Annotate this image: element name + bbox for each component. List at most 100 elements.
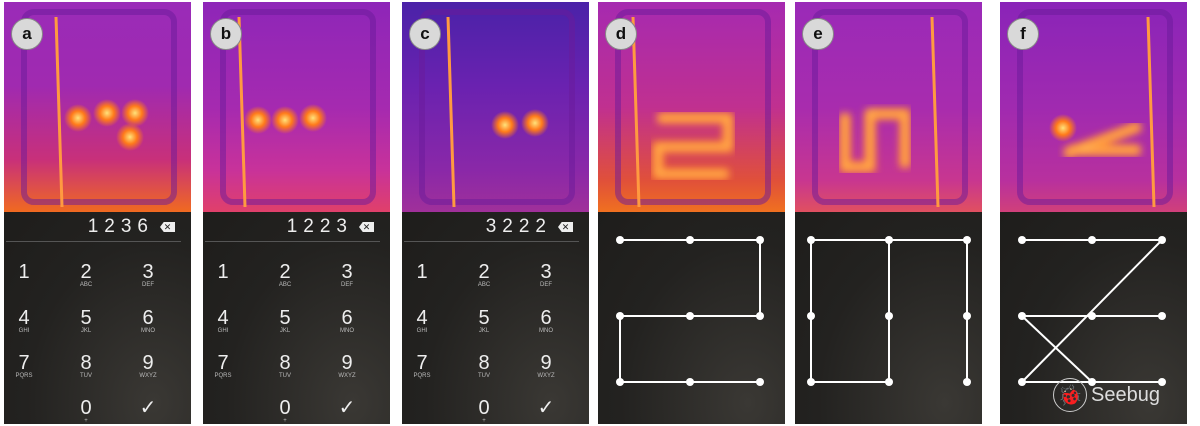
divider (205, 241, 380, 242)
pattern-stroke (1021, 239, 1163, 383)
key-9[interactable]: 9 WXYZ (139, 352, 157, 379)
pattern-dot-1[interactable] (807, 236, 815, 244)
pattern-dot-7[interactable] (1018, 378, 1026, 386)
pattern-dot-4[interactable] (1018, 312, 1026, 320)
edge-streak (446, 16, 456, 208)
pattern-dot-8[interactable] (1088, 378, 1096, 386)
pattern-dot-3[interactable] (963, 236, 971, 244)
heat-blob (1049, 114, 1077, 142)
key-5[interactable]: 5 JKL (80, 307, 92, 334)
key-4[interactable]: 4 GHI (18, 307, 30, 334)
key-8[interactable]: 8 TUV (80, 352, 92, 379)
heat-blob (121, 99, 149, 127)
checkmark-icon[interactable]: ✓ (139, 397, 157, 419)
checkmark-icon[interactable]: ✓ (338, 397, 356, 419)
pattern-dot-4[interactable] (616, 312, 624, 320)
phone-outline (812, 9, 968, 205)
pin-entry: 1223 (286, 216, 353, 237)
pin-keypad: 1236 ✕ 1 2 ABC 3 DEF 4 GHI 5 JKL 6 MNO 7 PQRS … (4, 212, 191, 424)
panel-label: e (802, 18, 834, 50)
pattern-dot-3[interactable] (1158, 236, 1166, 244)
backspace-icon[interactable]: ✕ (359, 222, 374, 232)
divider (6, 241, 181, 242)
pin-entry: 3222 (485, 216, 552, 237)
heat-blob (299, 104, 327, 132)
pattern-dot-4[interactable] (807, 312, 815, 320)
pattern-lock (795, 212, 982, 424)
key-1[interactable]: 1 (217, 261, 229, 283)
key-3[interactable]: 3 DEF (540, 261, 552, 288)
panel-label: d (605, 18, 637, 50)
key-7[interactable]: 7 PQRS (214, 352, 232, 379)
key-2[interactable]: 2 ABC (477, 261, 491, 288)
panel-d: d (598, 2, 785, 424)
key-0[interactable]: 0 + (80, 397, 92, 424)
key-2[interactable]: 2 ABC (79, 261, 93, 288)
phone-outline (21, 9, 177, 205)
panel-e: e (795, 2, 982, 424)
pin-entry: 1236 (87, 216, 154, 237)
pattern-dot-6[interactable] (963, 312, 971, 320)
key-7[interactable]: 7 PQRS (413, 352, 431, 379)
heat-blob (521, 109, 549, 137)
pattern-dot-5[interactable] (1088, 312, 1096, 320)
key-4[interactable]: 4 GHI (416, 307, 428, 334)
pattern-lock (598, 212, 785, 424)
key-6[interactable]: 6 MNO (539, 307, 553, 334)
heat-blob (244, 106, 272, 134)
key-2[interactable]: 2 ABC (278, 261, 292, 288)
key-3[interactable]: 3 DEF (341, 261, 353, 288)
key-1[interactable]: 1 (416, 261, 428, 283)
heat-blob (491, 111, 519, 139)
phone-outline (220, 9, 376, 205)
edge-streak (1146, 16, 1156, 208)
bug-logo-icon: 🐞 (1053, 378, 1087, 412)
checkmark-icon[interactable]: ✓ (537, 397, 555, 419)
pattern-dot-6[interactable] (1158, 312, 1166, 320)
pattern-stroke (1021, 315, 1093, 383)
pattern-dot-1[interactable] (616, 236, 624, 244)
key-0[interactable]: 0 + (279, 397, 291, 424)
pattern-dot-9[interactable] (963, 378, 971, 386)
heat-blob (116, 123, 144, 151)
pattern-dot-5[interactable] (885, 312, 893, 320)
key-6[interactable]: 6 MNO (141, 307, 155, 334)
pattern-dot-8[interactable] (686, 378, 694, 386)
key-1[interactable]: 1 (18, 261, 30, 283)
pattern-dot-8[interactable] (885, 378, 893, 386)
pattern-dot-6[interactable] (756, 312, 764, 320)
key-9[interactable]: 9 WXYZ (537, 352, 555, 379)
key-5[interactable]: 5 JKL (279, 307, 291, 334)
key-4[interactable]: 4 GHI (217, 307, 229, 334)
pattern-dot-9[interactable] (1158, 378, 1166, 386)
key-8[interactable]: 8 TUV (279, 352, 291, 379)
key-7[interactable]: 7 PQRS (15, 352, 33, 379)
key-9[interactable]: 9 WXYZ (338, 352, 356, 379)
pattern-dot-2[interactable] (1088, 236, 1096, 244)
divider (404, 241, 579, 242)
pattern-dot-2[interactable] (885, 236, 893, 244)
pattern-dot-7[interactable] (807, 378, 815, 386)
pattern-dot-3[interactable] (756, 236, 764, 244)
key-3[interactable]: 3 DEF (142, 261, 154, 288)
pattern-dot-7[interactable] (616, 378, 624, 386)
panel-c: c 3222 ✕ 1 2 ABC 3 DEF 4 GHI 5 JKL 6 MNO 7 PQR… (402, 2, 589, 424)
key-8[interactable]: 8 TUV (478, 352, 490, 379)
seebug-watermark: 🐞 Seebug (1053, 378, 1160, 412)
heat-blob (93, 99, 121, 127)
pattern-lock (1000, 212, 1187, 424)
pattern-dot-5[interactable] (686, 312, 694, 320)
pattern-dot-1[interactable] (1018, 236, 1026, 244)
phone-outline (615, 9, 771, 205)
backspace-icon[interactable]: ✕ (160, 222, 175, 232)
panel-b: b 1223 ✕ 1 2 ABC 3 DEF 4 GHI 5 JKL 6 MNO 7 PQR… (203, 2, 390, 424)
key-6[interactable]: 6 MNO (340, 307, 354, 334)
key-0[interactable]: 0 + (478, 397, 490, 424)
pattern-dot-9[interactable] (756, 378, 764, 386)
pattern-dot-2[interactable] (686, 236, 694, 244)
key-5[interactable]: 5 JKL (478, 307, 490, 334)
phone-outline (419, 9, 575, 205)
phone-outline (1017, 9, 1173, 205)
edge-streak (54, 16, 64, 208)
backspace-icon[interactable]: ✕ (558, 222, 573, 232)
